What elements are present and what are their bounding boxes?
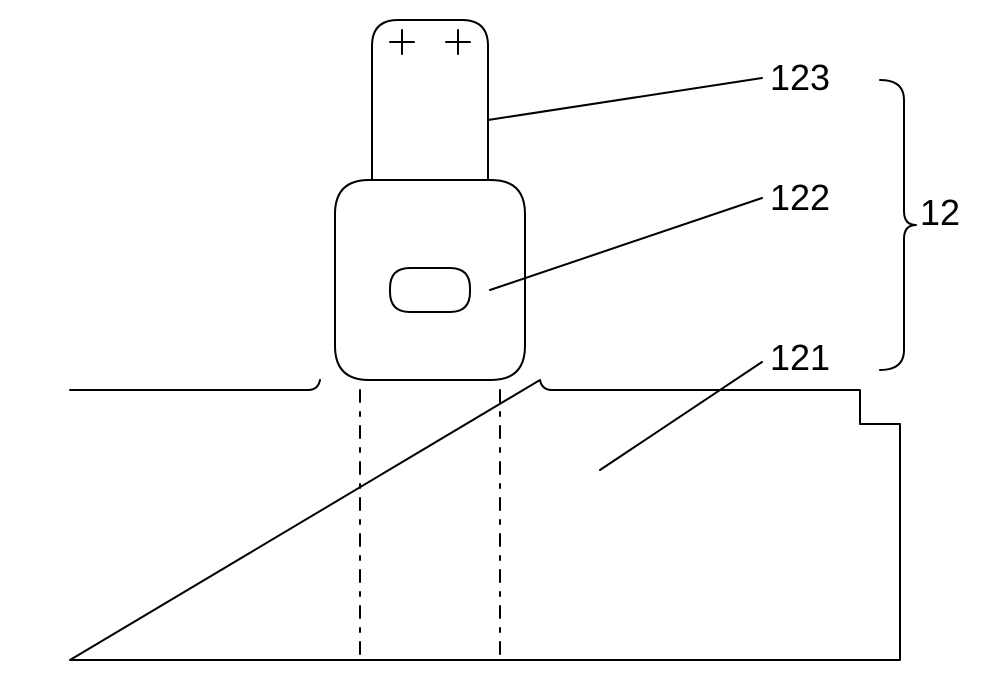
leader-121 xyxy=(600,362,762,470)
group-bracket xyxy=(880,80,916,370)
top-tab xyxy=(372,20,488,180)
base-block xyxy=(70,380,900,660)
leader-lines-layer xyxy=(488,78,916,470)
hidden-lines-layer xyxy=(360,390,500,660)
label-123: 123 xyxy=(770,57,830,98)
leader-122 xyxy=(490,198,762,290)
technical-diagram: 123 122 121 12 xyxy=(0,0,1000,696)
connector-block xyxy=(335,180,525,380)
label-12: 12 xyxy=(920,192,960,233)
cross-mark-icon xyxy=(390,30,414,54)
label-122: 122 xyxy=(770,177,830,218)
labels-layer: 123 122 121 12 xyxy=(770,57,960,378)
label-121: 121 xyxy=(770,337,830,378)
cross-mark-icon xyxy=(446,30,470,54)
leader-123 xyxy=(488,78,762,120)
oblong-hole xyxy=(390,268,470,312)
